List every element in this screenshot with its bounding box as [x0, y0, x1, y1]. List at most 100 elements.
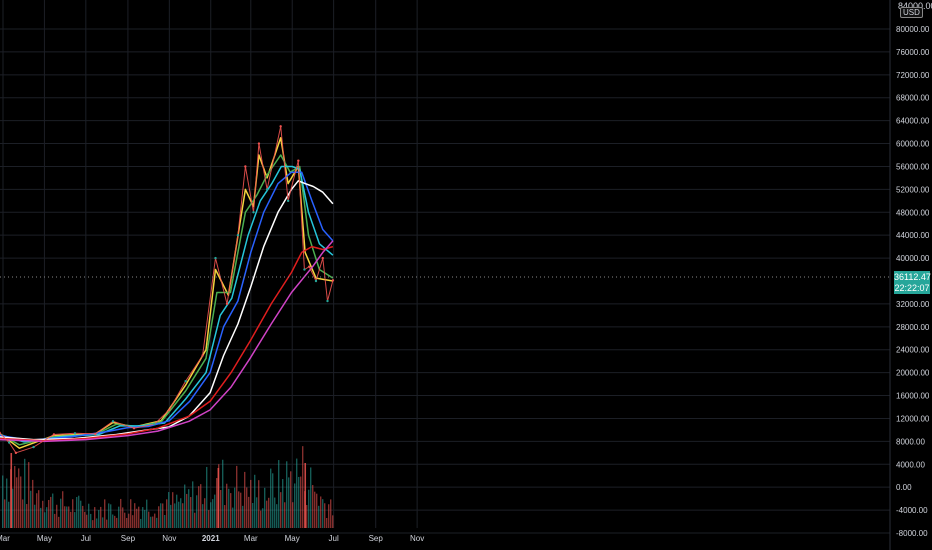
- volume-bar: [84, 511, 86, 528]
- price-point: [168, 408, 171, 412]
- volume-bar: [36, 493, 38, 528]
- volume-bar: [108, 503, 110, 528]
- volume-bar: [142, 507, 144, 528]
- volume-bar: [4, 499, 6, 528]
- currency-badge[interactable]: USD: [900, 7, 923, 18]
- volume-bar: [102, 517, 104, 528]
- volume-bar: [132, 515, 134, 528]
- volume-bar: [52, 493, 54, 528]
- volume-bar: [228, 488, 230, 528]
- volume-bar: [270, 468, 272, 528]
- price-point: [321, 256, 324, 260]
- y-tick-label: 16000.00: [896, 392, 930, 401]
- price-point: [252, 211, 255, 214]
- volume-bar: [112, 514, 114, 528]
- volume-bar: [194, 512, 196, 528]
- volume-bar: [40, 507, 42, 528]
- y-tick-label: 64000.00: [896, 117, 930, 126]
- volume-bar: [204, 498, 206, 528]
- volume-bar: [114, 515, 116, 528]
- volume-bar: [324, 503, 326, 528]
- bar-countdown: 22:22:07: [894, 283, 930, 293]
- volume-bar: [172, 492, 174, 528]
- volume-bar: [150, 516, 152, 528]
- volume-bar: [284, 502, 286, 528]
- volume-bar: [134, 503, 136, 528]
- volume-bar: [18, 468, 20, 528]
- price-point: [14, 451, 18, 455]
- volume-bar: [288, 477, 290, 528]
- volume-bar: [78, 495, 80, 528]
- volume-bar: [42, 500, 44, 528]
- volume-bar: [320, 496, 322, 528]
- volume-bar: [264, 487, 266, 528]
- volume-bar: [94, 507, 96, 528]
- y-tick-label: 76000.00: [896, 48, 930, 57]
- volume-bar: [170, 504, 172, 528]
- volume-bar: [232, 507, 234, 528]
- ma-line: [0, 180, 334, 441]
- volume-bar: [260, 510, 262, 528]
- volume-bar: [216, 478, 218, 528]
- price-point: [236, 233, 240, 237]
- price-point: [184, 380, 187, 383]
- price-line: [0, 125, 335, 455]
- volume-bar: [44, 512, 46, 528]
- volume-bar: [68, 506, 70, 528]
- volume-bar: [328, 504, 330, 528]
- price-point: [286, 199, 290, 203]
- volume-bar: [210, 502, 212, 528]
- volume-bar: [174, 503, 176, 528]
- volume-bar: [226, 483, 228, 528]
- volume-bar: [22, 499, 24, 528]
- x-tick-label: May: [37, 534, 52, 543]
- volume-bar: [24, 458, 26, 528]
- volume-bar: [14, 466, 16, 528]
- volume-bar: [244, 471, 246, 528]
- price-point: [111, 420, 115, 423]
- price-point: [244, 165, 247, 168]
- volume-bar: [256, 497, 258, 528]
- volume-bar: [82, 505, 84, 528]
- volume-bar: [50, 496, 52, 528]
- y-tick-label: 8000.00: [896, 437, 925, 446]
- ma-line: [0, 137, 334, 449]
- volume-bar: [276, 504, 278, 528]
- price-point: [307, 265, 311, 268]
- volume-bar: [312, 485, 314, 528]
- volume-bar: [162, 503, 164, 528]
- volume-bar: [106, 519, 108, 528]
- volume-bar: [308, 489, 310, 528]
- volume-bar: [160, 503, 162, 528]
- volume-bar: [234, 487, 236, 528]
- volume-bar: [168, 492, 170, 528]
- y-axis[interactable]: 80000.00 76000.00 72000.00 68000.00 64000.00…: [896, 25, 930, 538]
- volume-bar: [88, 503, 90, 528]
- volume-bar: [282, 479, 284, 528]
- volume-spike-bar: [10, 453, 13, 528]
- volume-bar: [16, 477, 18, 528]
- volume-bar: [240, 492, 242, 528]
- volume-bar: [266, 500, 268, 528]
- ma-lines: [0, 137, 334, 449]
- volume-bar: [212, 499, 214, 528]
- volume-bar: [70, 511, 72, 528]
- volume-bar: [2, 475, 4, 528]
- price-point: [32, 445, 35, 449]
- volume-bar: [248, 496, 250, 528]
- x-axis[interactable]: Mar May Jul Sep Nov 2021 Mar May Jul Sep Nov: [0, 534, 424, 543]
- volume-bar: [100, 506, 102, 528]
- x-tick-label: Mar: [244, 534, 258, 543]
- price-point: [132, 426, 136, 430]
- volume-bar: [310, 467, 312, 528]
- volume-bar: [54, 513, 56, 528]
- volume-bar: [140, 518, 142, 528]
- volume-bar: [214, 494, 216, 528]
- volume-bar: [306, 504, 308, 528]
- volume-bar: [96, 518, 98, 528]
- volume-bar: [252, 503, 254, 528]
- price-point: [314, 279, 318, 283]
- volume-bar: [330, 499, 332, 528]
- volume-bar: [294, 483, 296, 528]
